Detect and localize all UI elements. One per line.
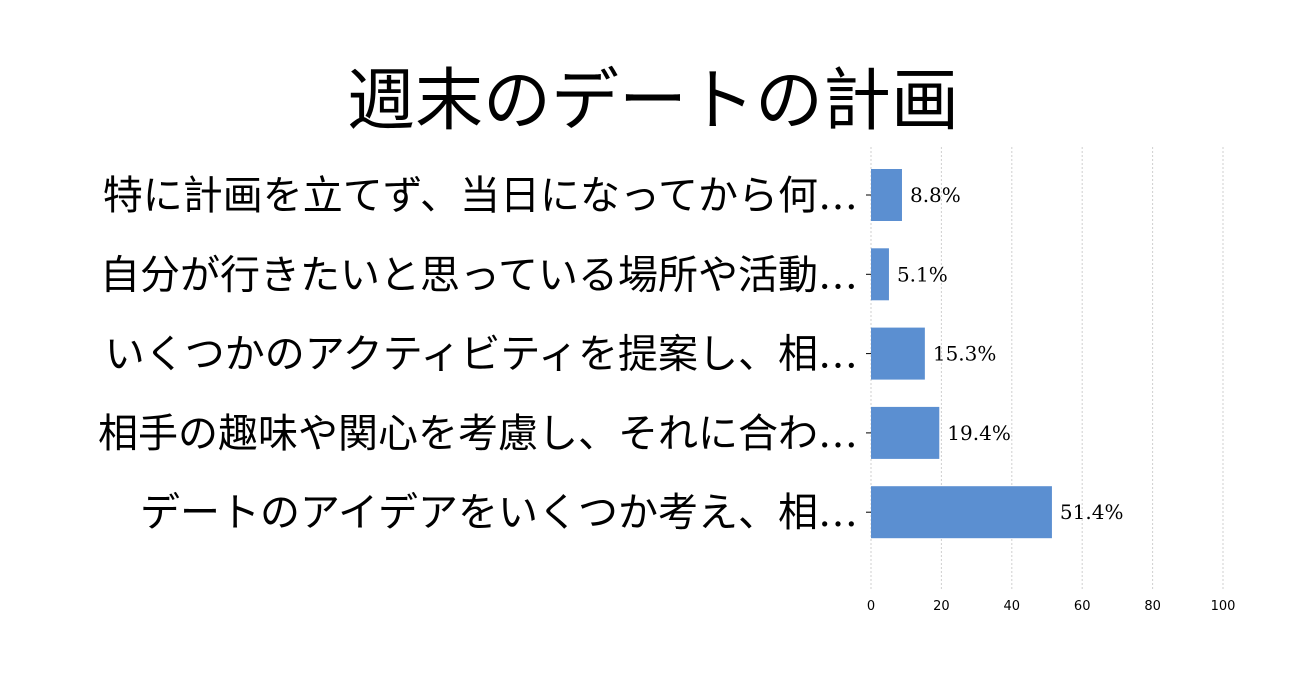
bar bbox=[871, 169, 902, 221]
value-label: 5.1% bbox=[897, 262, 948, 286]
x-tick-label: 20 bbox=[933, 599, 950, 614]
category-label: デートのアイデアをいくつか考え、相… bbox=[140, 490, 858, 536]
value-labels: 8.8% 5.1% 15.3% 19.4% 51.4% bbox=[897, 183, 1124, 524]
category-label: 自分が行きたいと思っている場所や活動… bbox=[100, 252, 858, 298]
category-label: 特に計画を立てず、当日になってから何… bbox=[103, 173, 858, 219]
x-tick-label: 80 bbox=[1144, 599, 1161, 614]
category-labels: 特に計画を立てず、当日になってから何… 自分が行きたいと思っている場所や活動… いく… bbox=[98, 173, 858, 536]
value-label: 19.4% bbox=[947, 421, 1011, 445]
chart-title: 週末のデートの計画 bbox=[347, 62, 959, 141]
x-tick-label: 60 bbox=[1074, 599, 1091, 614]
value-label: 51.4% bbox=[1060, 500, 1124, 524]
bar bbox=[871, 406, 940, 459]
x-tick-label: 40 bbox=[1004, 599, 1021, 614]
value-label: 8.8% bbox=[910, 183, 961, 207]
bar bbox=[871, 327, 925, 380]
category-label: 相手の趣味や関心を考慮し、それに合わ… bbox=[98, 411, 858, 457]
value-label: 15.3% bbox=[933, 342, 997, 366]
category-label: いくつかのアクティビティを提案し、相… bbox=[105, 332, 858, 378]
x-axis-ticks: 0 20 40 60 80 100 bbox=[867, 599, 1236, 614]
x-tick-label: 0 bbox=[867, 599, 875, 614]
bar bbox=[871, 248, 889, 301]
bar bbox=[871, 486, 1052, 539]
x-tick-label: 100 bbox=[1211, 599, 1236, 614]
bars bbox=[866, 169, 1052, 539]
